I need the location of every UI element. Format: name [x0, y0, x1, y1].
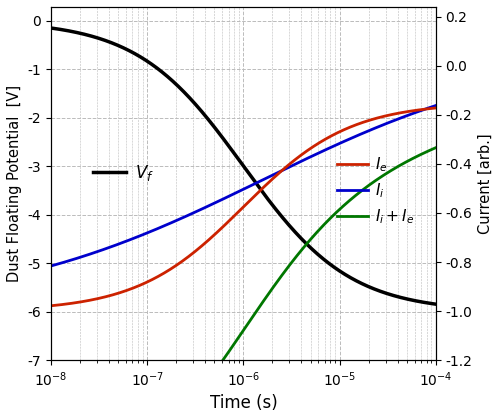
Legend: $I_{e}$, $I_{i}$, $I_{i}+I_{e}$: $I_{e}$, $I_{i}$, $I_{i}+I_{e}$	[331, 149, 420, 233]
X-axis label: Time (s): Time (s)	[210, 394, 278, 412]
Y-axis label: Dust Floating Potential  [V]: Dust Floating Potential [V]	[7, 85, 22, 282]
Y-axis label: Current [arb.]: Current [arb.]	[478, 133, 493, 234]
Legend: $V_{f}$: $V_{f}$	[86, 157, 160, 190]
